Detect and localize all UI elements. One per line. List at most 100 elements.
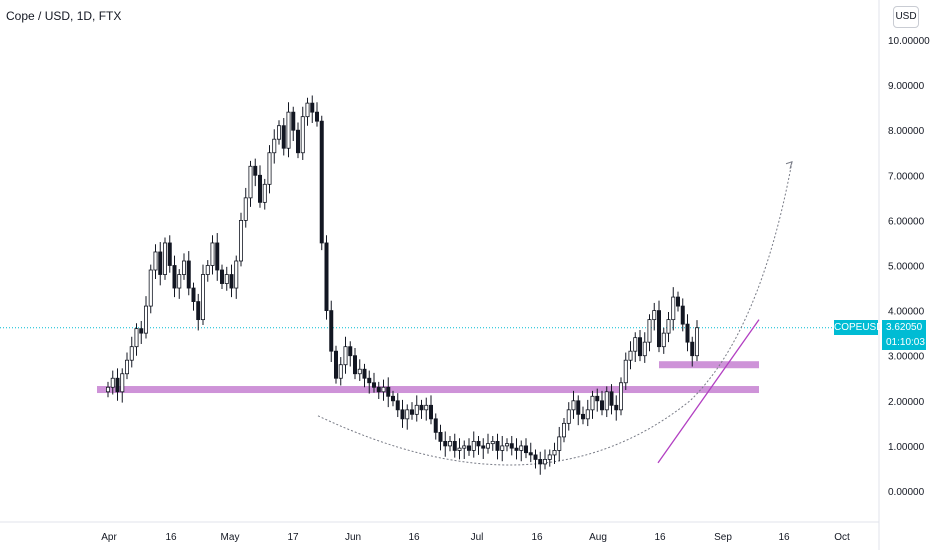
candle-body (585, 409, 590, 420)
candle (196, 293, 201, 331)
last-price-tag: 3.62050 01:10:03 (882, 320, 926, 350)
candle-body (500, 445, 505, 451)
x-tick-label: 16 (778, 532, 790, 543)
candle (362, 363, 367, 388)
candle-body (167, 242, 172, 266)
candle-body (676, 296, 681, 307)
candle (500, 435, 505, 462)
candle-body (604, 391, 609, 411)
candle-body (533, 454, 538, 460)
candle-body (276, 125, 281, 140)
candle-body (566, 409, 571, 424)
candle (524, 438, 529, 459)
candle (543, 449, 548, 470)
time-axis[interactable]: Apr 16 May 17 Jun 16 Jul 16 Aug 16 Sep 16 Oct (101, 532, 850, 543)
candle (248, 160, 253, 207)
candle (134, 323, 139, 356)
candle-body (253, 165, 258, 176)
candle-body (386, 386, 391, 397)
candle-body (447, 440, 452, 447)
x-tick-label: 16 (654, 532, 666, 543)
candle (604, 386, 609, 418)
chart-title: Cope / USD, 1D, FTX (6, 9, 122, 23)
y-tick-label: 2.00000 (888, 397, 925, 408)
candle (642, 332, 647, 363)
candle-body (485, 443, 490, 449)
candle (481, 438, 486, 459)
candle (262, 178, 267, 210)
candle (685, 314, 690, 352)
candle-body (619, 382, 624, 411)
y-tick-label: 6.00000 (888, 216, 925, 227)
candle-body (281, 125, 286, 149)
candle (390, 390, 395, 407)
candle (314, 102, 319, 127)
candle-body (158, 251, 163, 275)
candle (485, 433, 490, 454)
projection-arrow (785, 160, 793, 169)
candle (219, 264, 224, 289)
symbol-tag: COPEUSD (834, 320, 884, 335)
x-tick-label: Aug (589, 532, 607, 543)
currency-scale-button[interactable]: USD (893, 6, 919, 28)
bar-countdown: 01:10:03 (886, 337, 925, 348)
candle-body (376, 386, 381, 393)
candle-body (319, 120, 324, 244)
support-zone-upper (659, 361, 759, 369)
candle-body (581, 413, 586, 420)
y-tick-label: 1.00000 (888, 442, 925, 453)
candle-body (295, 129, 300, 154)
candle (186, 251, 191, 296)
trend-line (657, 319, 760, 464)
y-tick-label: 8.00000 (888, 126, 925, 137)
candle (628, 341, 633, 370)
x-tick-label: Jul (471, 532, 484, 543)
candle (533, 449, 538, 469)
candle-body (466, 445, 471, 451)
candle-body (324, 242, 329, 311)
x-tick-label: May (221, 532, 240, 543)
candle-body (552, 450, 557, 456)
candle (329, 300, 334, 363)
candle (595, 388, 600, 412)
candle-body (614, 404, 619, 411)
candle-body (238, 219, 243, 262)
candle (576, 395, 581, 426)
candle-body (595, 395, 600, 402)
candle (177, 269, 182, 299)
candle (115, 368, 120, 401)
candle-body (504, 443, 509, 447)
candle (238, 212, 243, 267)
candle-body (257, 174, 262, 203)
candle-body (267, 152, 272, 185)
candle (452, 433, 457, 458)
candle-body (186, 260, 191, 289)
x-tick-label: Apr (101, 532, 117, 543)
candle (514, 438, 519, 460)
candle (443, 431, 448, 457)
candle-body (424, 404, 429, 411)
candle (153, 244, 158, 280)
candle-body (219, 269, 224, 284)
candle (106, 381, 111, 398)
candle-body (471, 440, 476, 451)
candle-body (181, 260, 186, 275)
candle (343, 336, 348, 374)
x-tick-label: 16 (408, 532, 420, 543)
candle (348, 341, 353, 367)
candle (395, 393, 400, 418)
candle (504, 438, 509, 452)
candle (666, 311, 671, 343)
candle-body (557, 436, 562, 451)
candle-body (310, 102, 315, 113)
candle (253, 158, 258, 187)
candle-body (538, 459, 543, 465)
candle (647, 314, 652, 352)
candle-body (547, 454, 552, 460)
candle (676, 291, 681, 312)
candle (623, 352, 628, 390)
candle (125, 352, 130, 380)
x-tick-label: Jun (345, 532, 361, 543)
price-axis[interactable]: 10.00000 9.00000 8.00000 7.00000 6.00000 5.00… (888, 36, 930, 498)
